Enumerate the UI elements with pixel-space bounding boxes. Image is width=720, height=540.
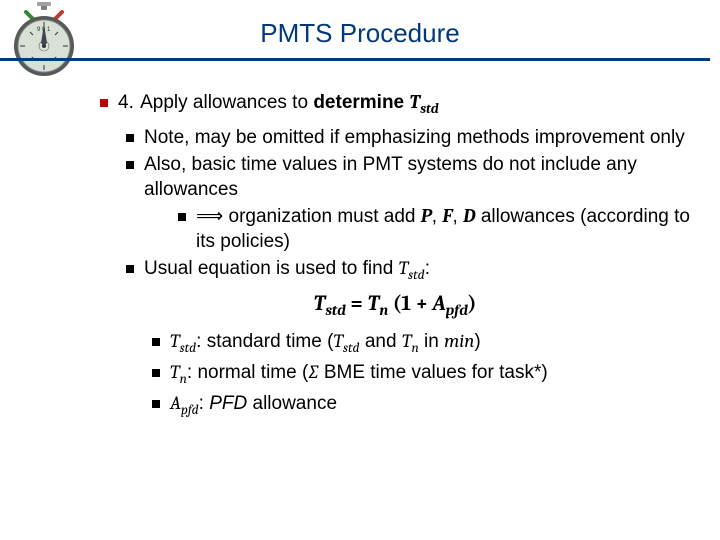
- definitions-list: Tstd: standard time (Tstd and Tn in min)…: [152, 329, 690, 420]
- sublist-level2: ⟹ organization must add P, F, D allowanc…: [178, 204, 690, 254]
- title-underline: [0, 58, 710, 61]
- eq-open: (1 +: [388, 292, 432, 316]
- d2-txt1: : normal time (: [187, 362, 308, 383]
- sum-icon: ∑: [308, 361, 318, 383]
- implies-icon: ⟹: [196, 205, 223, 227]
- d1-sub2: std: [343, 341, 360, 356]
- d1-T: T: [170, 330, 180, 352]
- var-F: F: [442, 205, 452, 227]
- bullet-icon: [152, 400, 160, 408]
- d1-T3: T: [402, 330, 412, 352]
- b3-pre: Usual equation is used to find: [144, 258, 399, 279]
- d1-close: ): [474, 331, 480, 352]
- implication-line: ⟹ organization must add P, F, D allowanc…: [196, 204, 690, 254]
- var-D: D: [463, 205, 475, 227]
- d1-and: and: [360, 331, 402, 352]
- d1-sub3: n: [411, 341, 418, 356]
- bullet-icon: [126, 265, 134, 273]
- d2-sub: n: [180, 372, 187, 387]
- d3-PFD: PFD: [209, 393, 247, 414]
- sublist-level1: Note, may be omitted if emphasizing meth…: [126, 125, 690, 285]
- item4-text-bold: determine: [313, 92, 404, 113]
- math-T: T: [399, 257, 409, 279]
- bullet-icon: [152, 369, 160, 377]
- var-P: P: [421, 205, 432, 227]
- bullet-icon: [152, 338, 160, 346]
- list-item: Usual equation is used to find Tstd:: [126, 256, 690, 285]
- slide-body: 4. Apply allowances to determine Tstd No…: [100, 90, 690, 422]
- eq-T2: T: [367, 292, 379, 316]
- d1-T2: T: [333, 330, 343, 352]
- math-T-sub: std: [420, 102, 438, 117]
- slide-title: PMTS Procedure: [0, 18, 720, 49]
- eq-eq: =: [346, 292, 368, 316]
- d2-T: T: [170, 361, 180, 383]
- b3-colon: :: [425, 258, 430, 279]
- d3-txt1: :: [199, 393, 210, 414]
- d3-A: A: [170, 392, 181, 414]
- d3-sub: pfd: [181, 403, 199, 418]
- bullet1-text: Note, may be omitted if emphasizing meth…: [144, 125, 685, 150]
- bullet-icon: [126, 161, 134, 169]
- math-T: T: [409, 91, 420, 113]
- eq-sub1: std: [325, 301, 345, 319]
- eq-A: A: [433, 292, 446, 316]
- bullet3-line: Usual equation is used to find Tstd:: [144, 256, 430, 285]
- equation: Tstd = Tn (1 + Apfd): [100, 291, 690, 321]
- math-T-sub: std: [408, 268, 425, 283]
- d1-sub: std: [180, 341, 197, 356]
- def-Tstd: Tstd: standard time (Tstd and Tn in min): [170, 329, 481, 358]
- def-Tn: Tn: normal time (∑ BME time values for t…: [170, 360, 548, 389]
- bullet-icon: [126, 134, 134, 142]
- impl-pre: organization must add: [223, 206, 421, 227]
- d2-txt2: BME time values for task*): [319, 362, 548, 383]
- d1-min: min: [444, 330, 474, 352]
- list-item: Apfd: PFD allowance: [152, 391, 690, 420]
- d1-txt2: in: [419, 331, 444, 352]
- item4-text-pre: Apply allowances to: [140, 92, 313, 113]
- list-item: Also, basic time values in PMT systems d…: [126, 152, 690, 202]
- def-Apfd: Apfd: PFD allowance: [170, 391, 337, 420]
- bullet2-text: Also, basic time values in PMT systems d…: [144, 152, 690, 202]
- list-item: Tn: normal time (∑ BME time values for t…: [152, 360, 690, 389]
- eq-sub2: n: [379, 301, 388, 319]
- eq-T1: T: [314, 292, 326, 316]
- eq-subA: pfd: [446, 301, 468, 319]
- list-item: Tstd: standard time (Tstd and Tn in min): [152, 329, 690, 358]
- eq-close: ): [468, 292, 477, 316]
- bullet-icon: [100, 99, 108, 107]
- d1-txt1: : standard time (: [196, 331, 333, 352]
- d3-txt2: allowance: [247, 393, 337, 414]
- list-item: ⟹ organization must add P, F, D allowanc…: [178, 204, 690, 254]
- slide-header: 9 0 1 PMTS Procedure: [0, 0, 720, 72]
- list-item-4: 4. Apply allowances to determine Tstd: [100, 90, 690, 119]
- bullet-icon: [178, 213, 186, 221]
- list-item: Note, may be omitted if emphasizing meth…: [126, 125, 690, 150]
- item-number: 4.: [118, 92, 134, 113]
